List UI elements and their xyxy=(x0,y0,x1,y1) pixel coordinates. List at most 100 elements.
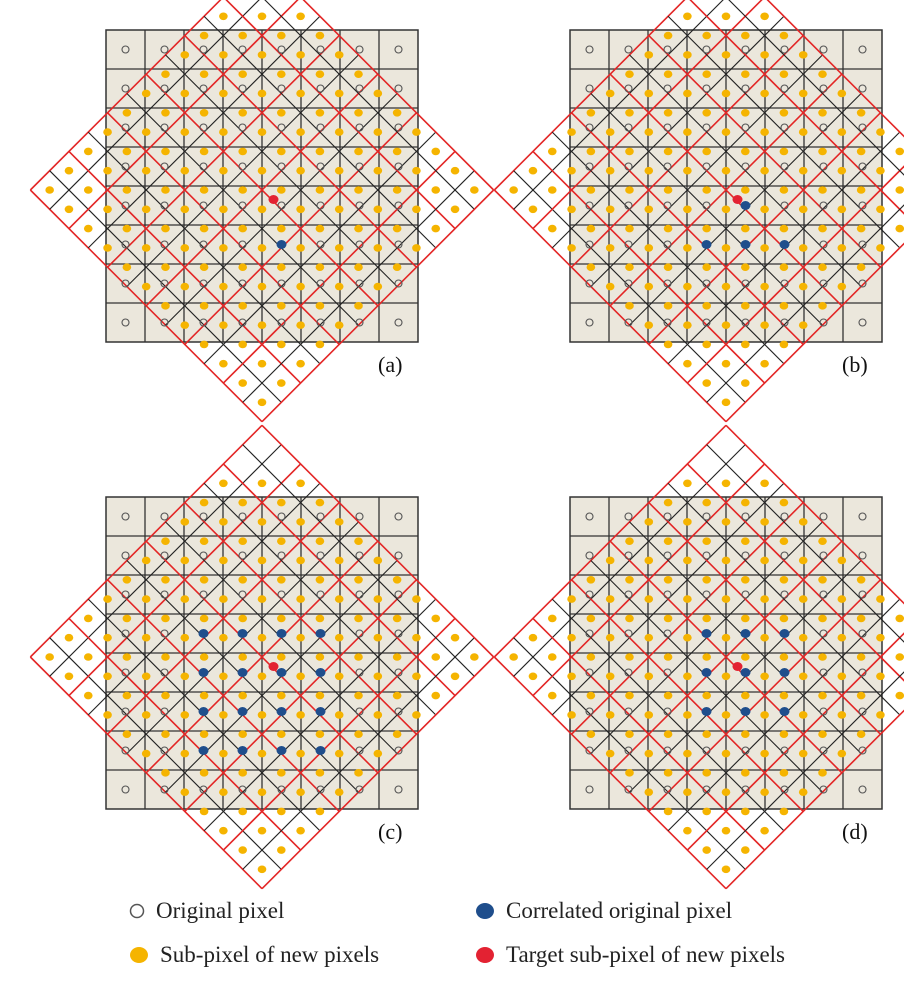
subpixel-marker xyxy=(45,186,54,194)
subpixel-marker xyxy=(547,653,557,661)
original-pixel-marker xyxy=(741,123,750,132)
subpixel-marker xyxy=(219,128,228,136)
subpixel-marker xyxy=(277,302,286,310)
subpixel-marker xyxy=(702,70,711,78)
original-pixel-marker xyxy=(780,123,789,132)
subpixel-marker xyxy=(625,614,634,623)
correlated-pixel-marker xyxy=(740,240,751,249)
original-pixel-marker xyxy=(819,512,828,521)
subpixel-marker xyxy=(760,556,769,565)
original-pixels xyxy=(585,45,867,327)
subpixel-marker xyxy=(721,205,731,214)
original-pixel-marker xyxy=(316,512,325,521)
original-pixel-marker xyxy=(238,201,247,210)
subpixel-marker xyxy=(412,205,421,214)
subpixel-marker xyxy=(161,302,170,310)
original-pixel-marker xyxy=(858,629,867,638)
subpixel-marker xyxy=(334,166,344,175)
subpixel-marker xyxy=(122,147,132,156)
subpixel-marker xyxy=(412,672,421,681)
subpixel-marker xyxy=(741,730,750,739)
subpixel-marker xyxy=(683,205,692,214)
subpixel-marker xyxy=(257,788,267,796)
original-pixel-marker xyxy=(624,123,633,132)
subpixel-marker xyxy=(779,147,789,156)
original-pixel-marker xyxy=(585,707,594,716)
original-pixel-marker xyxy=(819,785,828,794)
subpixel-marker xyxy=(798,166,808,175)
subpixel-marker xyxy=(392,614,402,623)
subpixel-marker xyxy=(412,633,421,642)
original-pixel-marker xyxy=(819,707,828,716)
subpixel-marker xyxy=(199,108,209,117)
original-pixel-marker xyxy=(663,551,672,560)
subpixel-marker xyxy=(103,595,112,603)
subpixel-marker xyxy=(663,31,673,40)
subpixel-marker xyxy=(238,224,247,233)
original-pixel-marker xyxy=(858,240,867,249)
correlated-pixel-marker xyxy=(779,629,790,638)
subpixel-marker xyxy=(199,769,209,777)
subpixel-marker xyxy=(644,89,654,98)
subpixel-marker xyxy=(760,205,769,214)
subpixel-marker xyxy=(431,224,441,233)
original-pixel-marker xyxy=(780,45,789,54)
subpixel-marker xyxy=(818,653,827,661)
subpixel-marker xyxy=(702,498,711,507)
subpixel-marker xyxy=(663,653,673,661)
subpixel-marker xyxy=(354,224,363,233)
subpixel-marker xyxy=(450,166,460,175)
correlated-pixel-marker xyxy=(701,629,712,638)
subpixel-marker xyxy=(702,379,711,387)
subpixel-marker xyxy=(199,498,209,507)
original-pixel-marker xyxy=(316,785,325,794)
subpixel-marker xyxy=(315,302,325,310)
subpixel-marker xyxy=(219,12,228,21)
original-pixel-marker xyxy=(858,707,867,716)
subpixel-marker xyxy=(586,224,596,233)
original-pixel-marker xyxy=(702,279,711,288)
subpixel-marker xyxy=(238,302,247,310)
correlated-pixel-marker xyxy=(237,668,248,677)
subpixel-marker xyxy=(605,633,615,642)
target-subpixel-marker xyxy=(268,195,279,204)
original-pixel-marker xyxy=(702,318,711,327)
subpixel-marker xyxy=(334,282,344,291)
subpixel-marker xyxy=(161,537,170,545)
subpixel-marker xyxy=(818,147,827,156)
subpixel-marker xyxy=(296,244,305,252)
subpixel-marker xyxy=(315,807,325,816)
subpixel-marker xyxy=(837,595,847,603)
subpixel-marker xyxy=(528,672,538,681)
subpixel-marker xyxy=(334,788,344,796)
original-pixel-marker xyxy=(585,279,594,288)
original-pixel-marker xyxy=(858,279,867,288)
subpixel-marker xyxy=(605,282,615,291)
subpixel-marker xyxy=(876,633,885,642)
subpixel-marker xyxy=(702,108,711,117)
subpixel-marker xyxy=(199,537,209,545)
original-pixel-marker xyxy=(624,785,633,794)
subpixel-marker xyxy=(798,749,808,758)
original-pixel-marker xyxy=(663,318,672,327)
subpixel-marker xyxy=(315,653,325,661)
subpixel-marker xyxy=(238,653,247,661)
subpixel-marker xyxy=(683,633,692,642)
original-pixel-marker xyxy=(858,84,867,93)
subpixel-marker xyxy=(547,186,557,194)
subpixel-marker xyxy=(122,730,132,739)
subpixel-marker xyxy=(334,711,344,719)
original-pixel-marker xyxy=(355,668,364,677)
original-pixel-marker xyxy=(663,629,672,638)
subpixel-marker xyxy=(586,186,596,194)
correlated-pixel-marker xyxy=(315,629,326,638)
original-pixel-marker xyxy=(858,668,867,677)
panel-label: (b) xyxy=(842,352,868,377)
subpixel-marker xyxy=(103,244,112,252)
original-pixel-marker xyxy=(624,318,633,327)
subpixel-marker xyxy=(683,51,692,59)
original-pixel-marker xyxy=(316,123,325,132)
subpixel-marker xyxy=(315,147,325,156)
subpixel-marker xyxy=(779,263,789,272)
subpixel-marker xyxy=(798,711,808,719)
